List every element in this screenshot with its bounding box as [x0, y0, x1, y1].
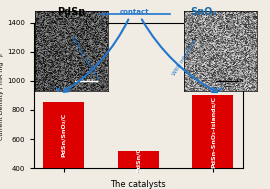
X-axis label: The catalysts: The catalysts: [110, 180, 166, 189]
Text: SnO₂: SnO₂: [191, 7, 217, 17]
Bar: [43, 102, 84, 168]
Text: 5  nm: 5 nm: [229, 78, 243, 83]
Text: PdSn-SnO₂-islands/C: PdSn-SnO₂-islands/C: [211, 96, 215, 168]
Text: With interface: With interface: [172, 39, 198, 77]
Y-axis label: Current Density / mA mg⁻¹ₚᵈ: Current Density / mA mg⁻¹ₚᵈ: [0, 51, 4, 140]
Bar: [118, 151, 159, 168]
Bar: [193, 95, 234, 168]
Text: contact: contact: [120, 9, 150, 15]
Text: PdSn/SnO₂/C: PdSn/SnO₂/C: [61, 113, 66, 157]
Text: PdSn/C: PdSn/C: [136, 147, 141, 172]
Text: PdSn: PdSn: [58, 7, 86, 17]
Text: 5  nm: 5 nm: [81, 78, 95, 83]
Text: Without interface: Without interface: [69, 35, 101, 81]
